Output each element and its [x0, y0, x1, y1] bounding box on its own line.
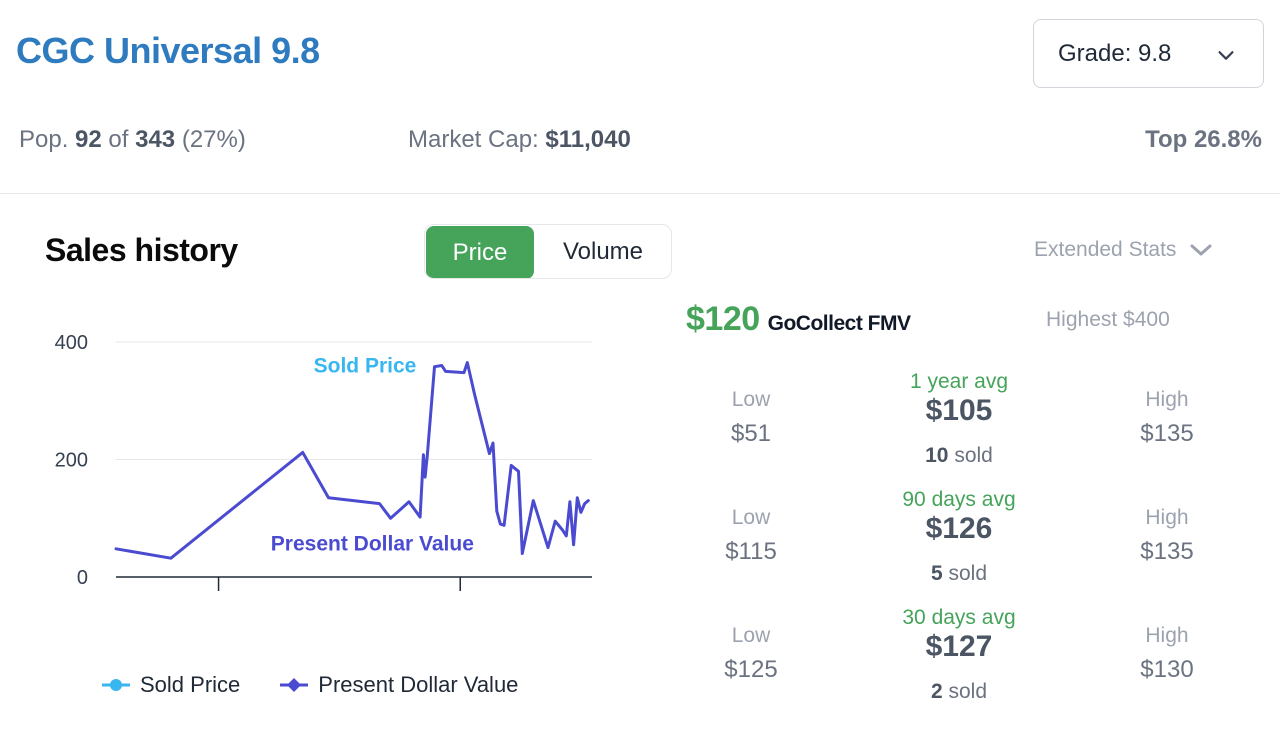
avg-value: $127: [925, 630, 993, 663]
pop-count: 92: [75, 126, 102, 153]
market-cap-stat: Market Cap: $11,040: [408, 126, 631, 154]
stat-row-1-year: Low $51 1 year avg $105 10 sold High $13…: [686, 370, 1246, 490]
low-value: $125: [724, 656, 778, 683]
legend-present-dollar-value-marker: [280, 678, 309, 692]
y-tick-label: 0: [77, 567, 88, 589]
sold-word: sold: [954, 444, 993, 467]
market-cap-value: $11,040: [545, 126, 631, 153]
chart-mode-toggle: Price Volume: [424, 224, 672, 279]
market-cap-label: Market Cap:: [408, 126, 539, 153]
sold-count: 10 sold: [876, 444, 1042, 468]
legend-present-dollar-value-label: Present Dollar Value: [318, 672, 519, 697]
sold-number: 5: [930, 562, 943, 585]
legend-sold-price[interactable]: Sold Price: [100, 672, 240, 698]
sold-number: 10: [925, 444, 949, 467]
high-label: High: [1145, 624, 1189, 647]
sold-count: 2 sold: [876, 680, 1042, 704]
pop-total: 343: [135, 126, 176, 153]
legend-sold-price-marker: [102, 679, 130, 691]
present-dollar-value-line: [114, 361, 590, 560]
highest-price: Highest $400: [1046, 308, 1170, 331]
period-label: 90 days avg: [902, 488, 1016, 511]
sold-number: 2: [930, 680, 943, 703]
period-label: 30 days avg: [902, 606, 1016, 629]
chart-svg: 0200400Jul 2016Jan 2022Sold PricePresent…: [55, 332, 592, 630]
extended-stats-toggle[interactable]: Extended Stats: [1034, 238, 1214, 262]
sold-count: 5 sold: [876, 562, 1042, 586]
fmv: $120 GoCollect FMV: [686, 300, 911, 339]
sales-history-chart: 0200400Jul 2016Jan 2022Sold PricePresent…: [0, 300, 640, 630]
high-label: High: [1145, 506, 1189, 529]
sales-history-title: Sales history: [45, 232, 238, 268]
sold-word: sold: [948, 680, 988, 703]
price-tab[interactable]: Price: [426, 226, 534, 278]
avg-value: $105: [925, 394, 993, 427]
grade-select[interactable]: Grade: 9.8: [1033, 19, 1264, 88]
sold-price-annotation: Sold Price: [314, 355, 417, 378]
fmv-value: $120: [686, 300, 760, 338]
low-label: Low: [731, 506, 771, 529]
low-label: Low: [731, 388, 771, 411]
grade-select-label: Grade: 9.8: [1058, 39, 1172, 67]
low-label: Low: [731, 624, 771, 647]
chevron-down-icon: [1218, 51, 1234, 60]
low-value: $115: [725, 538, 777, 565]
pop-percent: (27%): [181, 126, 246, 153]
high-value: $135: [1140, 538, 1194, 565]
pop-of: of: [108, 126, 129, 153]
period-label: 1 year avg: [909, 370, 1009, 393]
top-percent: Top 26.8%: [1145, 126, 1262, 153]
high-value: $130: [1140, 656, 1194, 683]
high-value: $135: [1140, 420, 1194, 447]
avg-value: $126: [925, 512, 993, 545]
legend-sold-price-label: Sold Price: [140, 672, 241, 697]
pop-label: Pop.: [19, 126, 69, 153]
low-value: $51: [730, 420, 772, 447]
stats-bar: Pop. 92 of 343 (27%) Market Cap: $11,040…: [0, 126, 1280, 156]
y-tick-label: 200: [55, 450, 88, 472]
page-title: CGC Universal 9.8: [16, 30, 320, 71]
sold-word: sold: [948, 562, 988, 585]
extended-stats-label: Extended Stats: [1034, 238, 1177, 261]
stat-row-30-days: Low $125 30 days avg $127 2 sold High $1…: [686, 606, 1246, 726]
legend-present-dollar-value[interactable]: Present Dollar Value: [278, 672, 518, 698]
volume-tab[interactable]: Volume: [562, 237, 644, 265]
present-dollar-value-annotation: Present Dollar Value: [271, 533, 474, 556]
population-stat: Pop. 92 of 343 (27%): [19, 126, 246, 154]
high-label: High: [1145, 388, 1189, 411]
stat-row-90-days: Low $115 90 days avg $126 5 sold High $1…: [686, 488, 1246, 608]
chevron-down-icon: [1190, 244, 1212, 256]
chart-legend: Sold Price Present Dollar Value: [100, 670, 556, 700]
divider: [0, 193, 1280, 194]
fmv-label: GoCollect FMV: [767, 312, 911, 335]
y-tick-label: 400: [55, 332, 88, 354]
